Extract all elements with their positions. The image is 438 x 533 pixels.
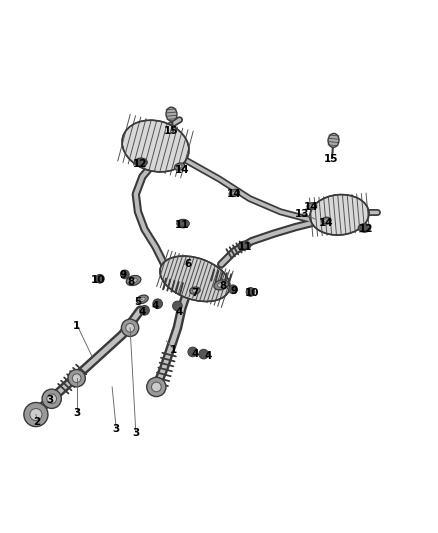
Ellipse shape	[152, 382, 161, 392]
Text: 4: 4	[191, 349, 198, 359]
Ellipse shape	[238, 241, 251, 250]
Text: 14: 14	[174, 165, 189, 175]
Ellipse shape	[139, 297, 145, 302]
Text: 14: 14	[304, 203, 318, 212]
Ellipse shape	[30, 408, 42, 421]
Ellipse shape	[188, 347, 198, 357]
Text: 10: 10	[91, 274, 106, 285]
Text: 9: 9	[231, 286, 238, 296]
Ellipse shape	[214, 280, 229, 290]
Text: 3: 3	[132, 428, 139, 438]
Ellipse shape	[166, 107, 177, 121]
Text: 4: 4	[205, 351, 212, 361]
Text: 8: 8	[128, 277, 135, 287]
Ellipse shape	[328, 133, 339, 148]
Ellipse shape	[307, 203, 317, 209]
Ellipse shape	[192, 289, 198, 293]
Ellipse shape	[68, 369, 85, 387]
Text: 4: 4	[176, 308, 183, 318]
Text: 14: 14	[319, 217, 334, 228]
Text: 4: 4	[152, 301, 159, 311]
Text: 8: 8	[220, 281, 227, 291]
Ellipse shape	[177, 165, 182, 168]
Ellipse shape	[218, 282, 225, 287]
Ellipse shape	[140, 305, 149, 315]
Text: 7: 7	[191, 288, 198, 298]
Ellipse shape	[153, 299, 162, 309]
Ellipse shape	[47, 394, 57, 403]
Text: 10: 10	[244, 288, 259, 298]
Ellipse shape	[160, 256, 230, 302]
Ellipse shape	[246, 287, 255, 296]
Text: 13: 13	[295, 209, 310, 219]
Text: 3: 3	[47, 395, 54, 405]
Ellipse shape	[136, 295, 148, 304]
Text: 5: 5	[134, 296, 141, 306]
Ellipse shape	[229, 285, 237, 294]
Ellipse shape	[232, 191, 237, 195]
Text: 1: 1	[73, 321, 80, 330]
Ellipse shape	[310, 205, 314, 208]
Text: 2: 2	[34, 417, 41, 427]
Ellipse shape	[177, 219, 189, 228]
Ellipse shape	[120, 270, 129, 279]
Ellipse shape	[42, 389, 61, 408]
Text: 4: 4	[139, 308, 146, 318]
Ellipse shape	[24, 402, 48, 426]
Ellipse shape	[126, 276, 141, 286]
Text: 15: 15	[163, 126, 178, 136]
Ellipse shape	[122, 120, 189, 172]
Ellipse shape	[121, 319, 139, 336]
Ellipse shape	[358, 224, 371, 232]
Text: 3: 3	[73, 408, 80, 418]
Ellipse shape	[130, 278, 137, 283]
Ellipse shape	[174, 163, 185, 170]
Ellipse shape	[324, 219, 328, 222]
Ellipse shape	[173, 301, 182, 311]
Ellipse shape	[310, 195, 369, 235]
Ellipse shape	[190, 287, 200, 294]
Text: 6: 6	[185, 260, 192, 269]
Ellipse shape	[72, 374, 81, 383]
Ellipse shape	[135, 158, 147, 166]
Text: 12: 12	[358, 224, 373, 235]
Ellipse shape	[229, 189, 240, 197]
Ellipse shape	[95, 274, 104, 283]
Text: 14: 14	[227, 189, 242, 199]
Ellipse shape	[126, 324, 134, 332]
Text: 11: 11	[238, 242, 253, 252]
Text: 9: 9	[119, 270, 126, 280]
Text: 15: 15	[323, 154, 338, 164]
Text: 3: 3	[113, 424, 120, 433]
Text: 11: 11	[174, 220, 189, 230]
Ellipse shape	[321, 217, 331, 224]
Text: 12: 12	[133, 159, 148, 168]
Ellipse shape	[199, 349, 208, 359]
Ellipse shape	[147, 377, 166, 397]
Text: 1: 1	[170, 345, 177, 355]
